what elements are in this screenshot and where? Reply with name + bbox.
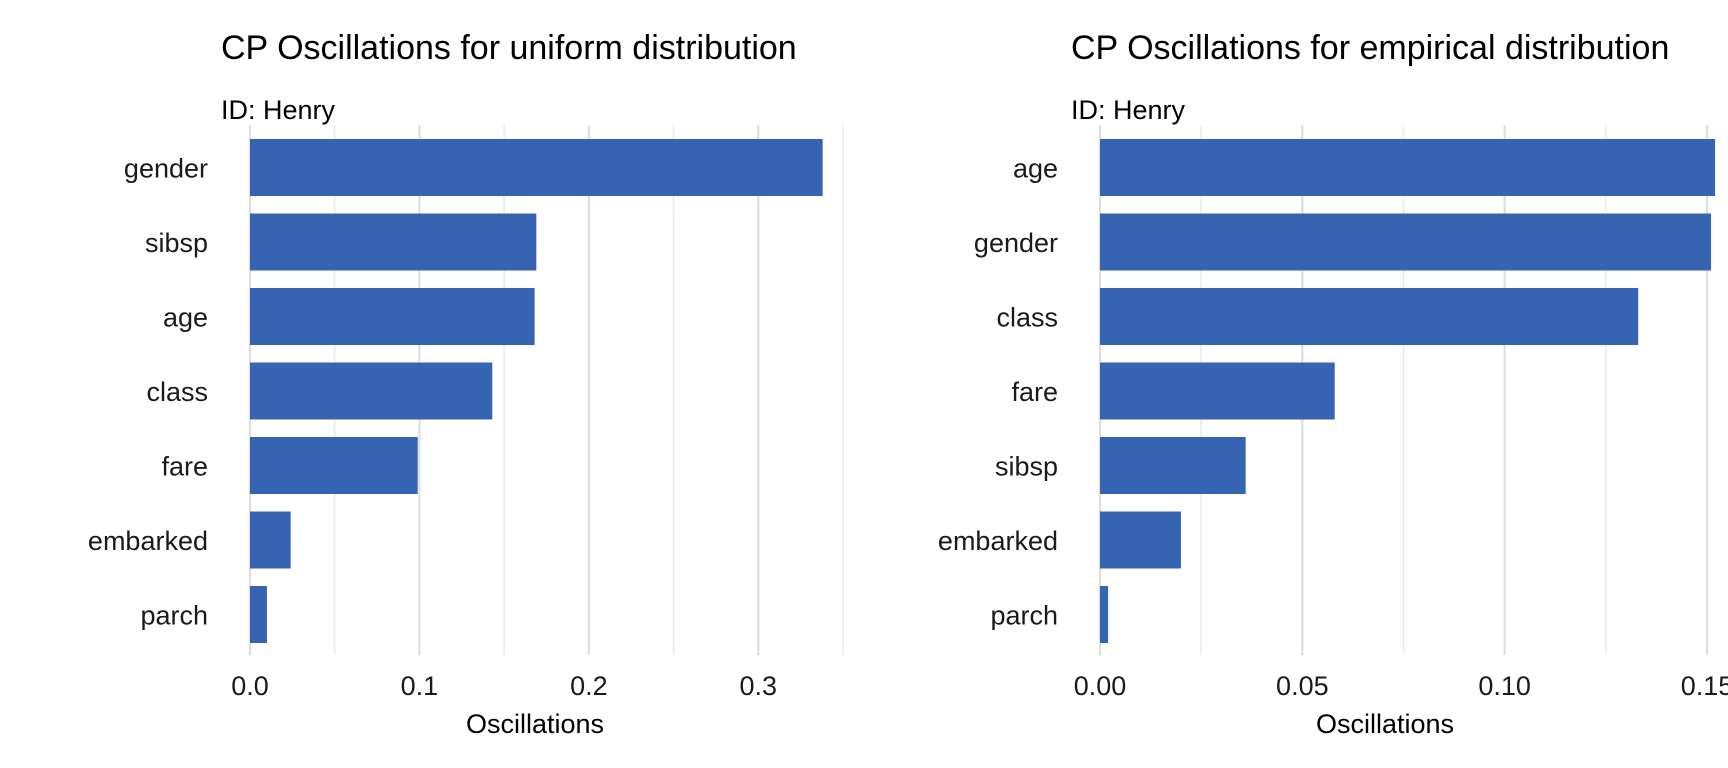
x-tick-label: 0.10 [1478,671,1531,701]
x-tick-labels: 0.0 0.1 0.2 0.3 [231,671,777,701]
bar-age [250,288,535,345]
category-label-parch: parch [140,601,208,631]
bar-gender [1100,213,1712,271]
category-label-gender: gender [974,228,1058,258]
category-label-class: class [146,377,208,407]
category-label-embarked: embarked [88,526,208,556]
bar-class [250,362,493,420]
bar-fare [1100,362,1335,420]
x-tick-label: 0.15 [1681,671,1728,701]
category-label-fare: fare [161,452,208,482]
category-label-sibsp: sibsp [995,452,1058,482]
x-axis-title: Oscillations [1316,709,1454,739]
bar-age [1100,139,1716,196]
bar-gender [250,139,823,196]
bars [250,139,823,643]
category-label-parch: parch [990,601,1058,631]
x-tick-label: 0.1 [401,671,439,701]
category-labels: gender sibsp age class fare embarked parch [88,154,208,631]
bar-fare [250,437,418,494]
bar-embarked [250,511,291,569]
category-label-class: class [996,303,1058,333]
uniform-distribution-panel: CP Oscillations for uniform distribution… [88,29,844,739]
x-tick-label: 0.2 [570,671,608,701]
bar-sibsp [1100,437,1246,494]
x-axis-title: Oscillations [466,709,604,739]
x-tick-labels: 0.00 0.05 0.10 0.15 [1074,671,1728,701]
x-tick-label: 0.3 [740,671,778,701]
category-label-sibsp: sibsp [145,228,208,258]
chart-subtitle: ID: Henry [221,95,336,125]
bar-sibsp [250,213,537,271]
category-labels: age gender class fare sibsp embarked parch [938,154,1058,631]
empirical-distribution-panel: CP Oscillations for empirical distributi… [938,29,1728,739]
bar-class [1100,288,1639,345]
category-label-gender: gender [124,154,208,184]
bar-parch [1100,586,1109,643]
category-label-age: age [163,303,208,333]
chart-subtitle: ID: Henry [1071,95,1186,125]
x-tick-label: 0.00 [1074,671,1127,701]
bar-embarked [1100,511,1181,569]
x-tick-label: 0.0 [231,671,269,701]
bars [1100,139,1716,643]
chart-title: CP Oscillations for uniform distribution [221,29,797,67]
category-label-embarked: embarked [938,526,1058,556]
bar-parch [250,586,267,643]
chart-title: CP Oscillations for empirical distributi… [1071,29,1669,67]
category-label-age: age [1013,154,1058,184]
x-tick-label: 0.05 [1276,671,1329,701]
category-label-fare: fare [1011,377,1058,407]
